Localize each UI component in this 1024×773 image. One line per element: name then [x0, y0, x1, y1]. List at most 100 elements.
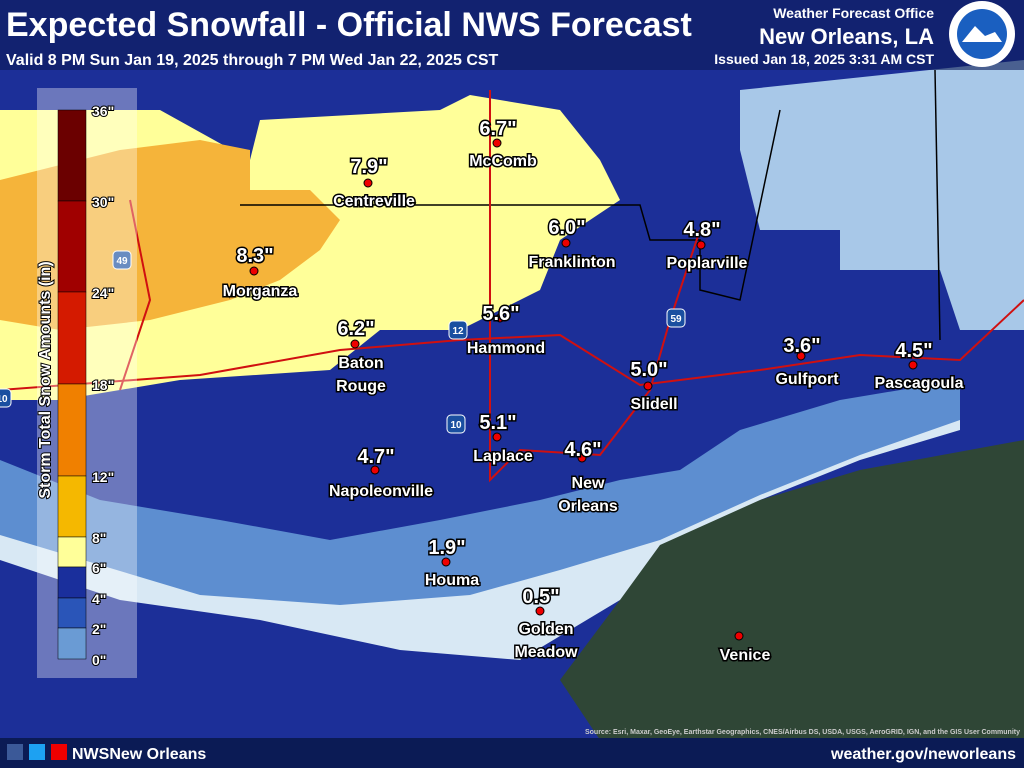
legend-label: 36" [92, 103, 114, 119]
city-dot [492, 432, 502, 442]
snow-amount: 8.3" [236, 245, 273, 267]
city-dot [734, 631, 744, 641]
city-name: Pascagoula [875, 375, 964, 392]
legend-label: 30" [92, 194, 114, 210]
legend-label: 24" [92, 285, 114, 301]
legend-swatch [57, 566, 87, 599]
city-name: Baton [338, 355, 383, 372]
footer-band [0, 738, 1024, 768]
legend-swatch [57, 200, 87, 293]
satellite-sea [560, 440, 1024, 740]
snow-amount: 4.7" [357, 446, 394, 468]
interstate-label: 10 [450, 420, 462, 431]
city-name: Centreville [333, 193, 415, 210]
interstate-shield [446, 414, 466, 434]
interstate-label: 49 [116, 256, 128, 267]
city-dot [535, 606, 545, 616]
city-name: Poplarville [667, 255, 748, 272]
subtitle: Valid 8 PM Sun Jan 19, 2025 through 7 PM… [6, 52, 499, 69]
legend-swatch [57, 109, 87, 202]
snow-amount: 1.9" [428, 537, 465, 559]
snow-amount: 4.5" [895, 340, 932, 362]
east-light-zone [740, 60, 1024, 330]
city-dot [363, 178, 373, 188]
city-dot [577, 453, 587, 463]
city-dot [249, 266, 259, 276]
snow-amount: 3.6" [783, 335, 820, 357]
city-name: Orleans [558, 498, 618, 515]
legend-label: 6" [92, 560, 106, 576]
city-name: Venice [720, 647, 771, 664]
legend-title: Storm Total Snow Amounts (in) [37, 261, 54, 498]
snow-amount: 7.9" [350, 156, 387, 178]
borders [240, 69, 941, 341]
city-dot [370, 465, 380, 475]
attribution: Source: Esri, Maxar, GeoEye, Earthstar G… [585, 729, 1020, 736]
header-band [0, 0, 1024, 70]
youtube-icon[interactable] [51, 744, 67, 760]
city-name: Houma [425, 572, 479, 589]
legend-label: 4" [92, 591, 106, 607]
legend-panel [37, 88, 137, 678]
legend-swatch [57, 291, 87, 385]
city-dot [441, 557, 451, 567]
twitter-icon[interactable] [29, 744, 45, 760]
legend-swatch [57, 597, 87, 629]
city-name: McComb [469, 153, 537, 170]
interstate-shield [0, 388, 12, 408]
interstate-shield [666, 308, 686, 328]
legend-label: 0" [92, 652, 106, 668]
city-dot [696, 240, 706, 250]
city-dot [643, 381, 653, 391]
interstate-label: 59 [670, 314, 682, 325]
city-dot [495, 313, 505, 323]
snow-amount: 6.7" [479, 118, 516, 140]
snow-amount: 6.0" [548, 217, 585, 239]
legend-swatch [57, 383, 87, 477]
legend-swatch [57, 627, 87, 660]
issued: Issued Jan 18, 2025 3:31 AM CST [714, 51, 934, 67]
city-dot [908, 360, 918, 370]
footer-url[interactable]: weather.gov/neworleans [830, 746, 1016, 763]
snow-amount: 4.6" [564, 439, 601, 461]
legend-label: 18" [92, 377, 114, 393]
office: New Orleans, LA [759, 24, 934, 49]
city-name: New [572, 475, 605, 492]
snow-amount: 4.8" [683, 219, 720, 241]
city-dot [350, 339, 360, 349]
nws-logo [949, 1, 1015, 67]
city-name: Napoleonville [329, 483, 433, 500]
legend-swatch [57, 475, 87, 538]
footer-social: NWSNew Orleans [72, 746, 206, 763]
legend-label: 8" [92, 530, 106, 546]
legend-label: 2" [92, 621, 106, 637]
city-dot [492, 138, 502, 148]
city-name: Laplace [473, 448, 533, 465]
interstate-shield [112, 250, 132, 270]
snow-amount: 5.6" [482, 303, 519, 325]
interstate-shield [448, 320, 468, 340]
city-name: Rouge [336, 378, 386, 395]
city-dot [561, 238, 571, 248]
interstate-label: 12 [452, 326, 464, 337]
city-name: Slidell [630, 396, 677, 413]
city-name: Morganza [223, 283, 298, 300]
city-name: Golden [518, 621, 573, 638]
snow-amount: 6.2" [337, 318, 374, 340]
city-name: Gulfport [775, 371, 839, 388]
facebook-icon[interactable] [7, 744, 23, 760]
office-label: Weather Forecast Office [773, 5, 934, 21]
city-name: Franklinton [528, 254, 615, 271]
interstate-label: 10 [0, 394, 8, 405]
city-name: Hammond [467, 340, 545, 357]
city-dot [796, 351, 806, 361]
city-name: Meadow [514, 644, 578, 661]
light-snow-zone [0, 380, 960, 605]
snow-amount: 0.5" [522, 586, 559, 608]
coastal-zone [0, 390, 960, 660]
title: Expected Snowfall - Official NWS Forecas… [6, 6, 692, 44]
snow-amount: 5.0" [630, 359, 667, 381]
snow-amount: 5.1" [479, 412, 516, 434]
legend-swatch [57, 536, 87, 568]
